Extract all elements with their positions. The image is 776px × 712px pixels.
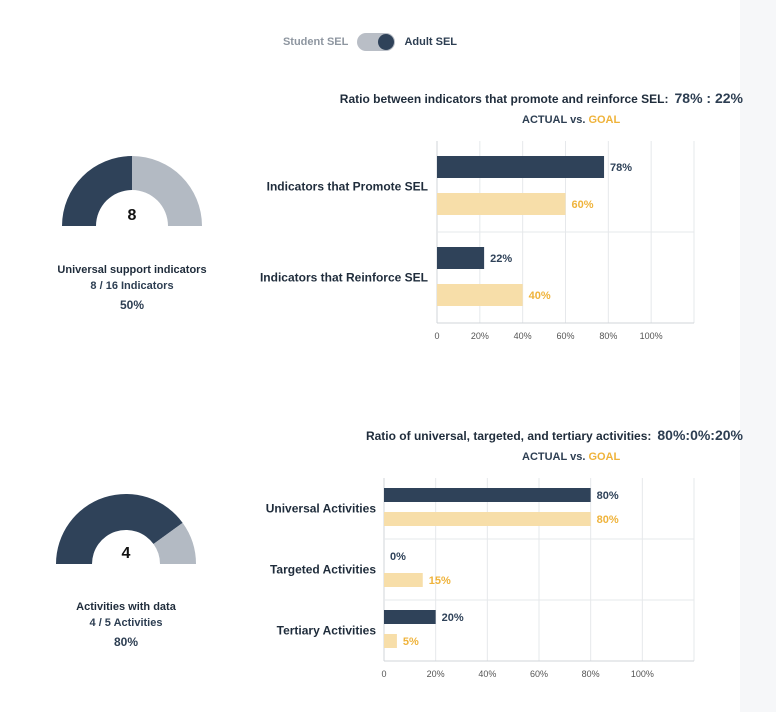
promote-reinforce-bar-chart: 0 20% 40% 60% 80% 100% Indicators that Promote… <box>260 141 695 341</box>
actual-data-label: 80% <box>597 490 619 502</box>
x-tick-label: 40% <box>478 669 496 679</box>
actual-data-label: 20% <box>442 612 464 624</box>
goal-bar <box>437 193 566 215</box>
sel-toggle-switch[interactable] <box>357 33 396 51</box>
actual-data-label: 22% <box>490 253 512 265</box>
legend-goal: GOAL <box>588 451 621 463</box>
x-tick-label: 40% <box>514 331 532 341</box>
activities-bar-chart: 0 20% 40% 60% 80% 100% Universal Activities 80%… <box>266 478 695 679</box>
goal-data-label: 5% <box>403 636 419 648</box>
chart1-title: Ratio between indicators that promote an… <box>340 90 743 106</box>
gauge-center-value: 4 <box>122 545 131 562</box>
sel-toggle-group: Student SEL Adult SEL <box>0 33 740 51</box>
chart1-legend: ACTUAL vs. GOAL <box>522 114 620 126</box>
goal-data-label: 15% <box>429 575 451 587</box>
chart2-title-text: Ratio of universal, targeted, and tertia… <box>365 429 652 443</box>
legend-vs: vs. <box>570 114 586 126</box>
x-tick-label: 60% <box>530 669 548 679</box>
goal-bar <box>384 573 423 587</box>
x-tick-label: 60% <box>556 331 574 341</box>
adult-sel-label[interactable]: Adult SEL <box>404 36 458 48</box>
legend-vs: vs. <box>570 451 586 463</box>
goal-data-label: 60% <box>572 199 594 211</box>
x-tick-label: 100% <box>631 669 654 679</box>
toggle-knob <box>378 34 395 50</box>
x-tick-label: 100% <box>640 331 663 341</box>
actual-bar <box>384 488 591 502</box>
actual-data-label: 78% <box>610 162 632 174</box>
category-label: Indicators that Reinforce SEL <box>260 271 428 285</box>
gauge-activities-with-data: 4 <box>56 494 196 564</box>
gauge-center-value: 8 <box>128 207 137 224</box>
gauge-universal-support: 8 <box>62 156 202 226</box>
chart1-ratio: 78% : 22% <box>674 90 743 106</box>
goal-bar <box>384 634 397 648</box>
goal-data-label: 40% <box>529 290 551 302</box>
student-sel-label[interactable]: Student SEL <box>282 36 349 48</box>
chart2-title: Ratio of universal, targeted, and tertia… <box>366 427 743 443</box>
goal-bar <box>384 512 591 526</box>
actual-bar <box>437 156 605 178</box>
x-tick-label: 80% <box>582 669 600 679</box>
x-tick-label: 80% <box>599 331 617 341</box>
gauge-value-arc <box>62 156 132 226</box>
gauge1-pct: 50% <box>119 298 145 312</box>
gauge-remaining-arc <box>153 522 196 564</box>
goal-bar <box>437 284 523 306</box>
x-tick-label: 20% <box>471 331 489 341</box>
gauge1-caption: Universal support indicators 8 / 16 Indi… <box>32 264 232 312</box>
category-label: Indicators that Promote SEL <box>267 180 428 194</box>
x-tick-label: 0 <box>381 669 386 679</box>
gauge2-sub: 4 / 5 Activities <box>89 617 163 629</box>
gauge1-sub: 8 / 16 Indicators <box>90 280 174 292</box>
chart1-title-text: Ratio between indicators that promote an… <box>339 92 669 106</box>
chart2-ratio: 80%:0%:20% <box>657 427 743 443</box>
chart2-legend: ACTUAL vs. GOAL <box>522 451 620 463</box>
gauge-value-arc <box>56 494 183 564</box>
goal-data-label: 80% <box>597 514 619 526</box>
category-label: Targeted Activities <box>270 563 376 577</box>
actual-bar <box>384 610 436 624</box>
gauge2-label: Activities with data <box>76 601 176 613</box>
gauge2-pct: 80% <box>113 635 139 649</box>
gauge1-label: Universal support indicators <box>57 264 207 276</box>
gauge2-caption: Activities with data 4 / 5 Activities 80… <box>26 601 226 649</box>
actual-bar <box>437 247 485 269</box>
right-margin-band <box>740 0 776 712</box>
actual-data-label: 0% <box>390 551 406 563</box>
category-label: Universal Activities <box>266 502 377 516</box>
x-tick-label: 20% <box>427 669 445 679</box>
x-tick-label: 0 <box>434 331 439 341</box>
legend-actual: ACTUAL <box>522 451 568 463</box>
category-label: Tertiary Activities <box>277 624 377 638</box>
legend-goal: GOAL <box>588 114 621 126</box>
gauge-remaining-arc <box>132 156 202 226</box>
legend-actual: ACTUAL <box>522 114 568 126</box>
